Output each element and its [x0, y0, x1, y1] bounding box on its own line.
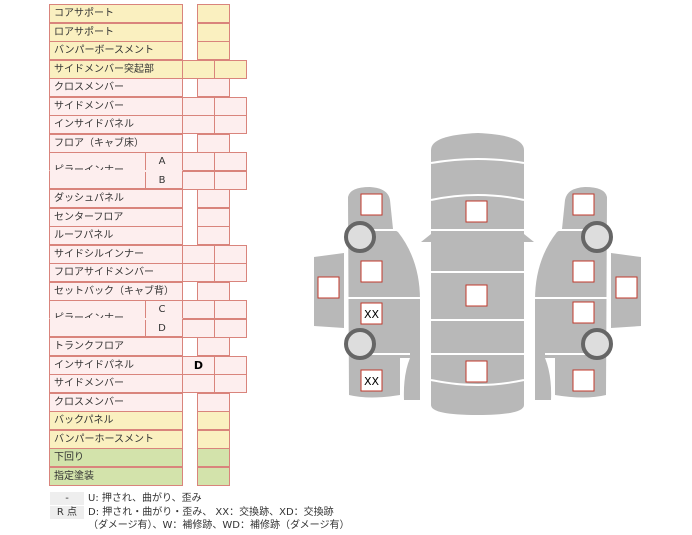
- wheel-icon: [581, 328, 613, 360]
- mark-box-left-mid[interactable]: [360, 260, 383, 283]
- legend-key: -: [50, 492, 84, 505]
- mark-box-roof-rear[interactable]: [465, 360, 488, 383]
- left-arrow: [421, 234, 431, 242]
- car-body-top: [431, 133, 524, 415]
- inspection-cell-right[interactable]: [214, 318, 247, 338]
- right-arrow: [524, 234, 534, 242]
- mark-box-roof-front[interactable]: [465, 200, 488, 223]
- inspection-cell-right[interactable]: [214, 59, 247, 79]
- mark-box-left-rear-door[interactable]: XX: [360, 302, 383, 325]
- mark-box-right-front[interactable]: [572, 193, 595, 216]
- car-right-side: [535, 187, 607, 400]
- mark-text: XX: [364, 375, 380, 388]
- legend-key: R 点: [50, 505, 84, 519]
- legend-text: D: 押され・曲がり・歪み、 XX：交換跡、XD：交換跡: [88, 506, 334, 518]
- mark-box-roof-mid[interactable]: [465, 284, 488, 307]
- wheel-icon: [581, 221, 613, 253]
- car-left-side: [348, 187, 420, 400]
- inspection-cell-right[interactable]: [214, 170, 247, 190]
- legend-line: （ダメージ有）、W：補修跡、WD：補修跡（ダメージ有）: [50, 519, 349, 532]
- mark-box-right-mirror[interactable]: [615, 276, 638, 299]
- legend-line: R 点 D: 押され・曲がり・歪み、 XX：交換跡、XD：交換跡: [50, 505, 334, 519]
- inspection-cell[interactable]: [197, 466, 230, 486]
- sub-label: B: [145, 171, 178, 189]
- sub-label: D: [145, 319, 178, 337]
- mark-text: XX: [364, 308, 380, 321]
- wheels: [344, 221, 613, 360]
- mark-box-right-rear-door[interactable]: [572, 301, 595, 324]
- wheel-icon: [344, 328, 376, 360]
- mark-box-right-rear[interactable]: [572, 369, 595, 392]
- part-label: 指定塗装: [49, 466, 183, 486]
- legend-text: （ダメージ有）、W：補修跡、WD：補修跡（ダメージ有）: [88, 520, 350, 531]
- inspection-cell-right[interactable]: [214, 115, 247, 134]
- mark-box-left-rear[interactable]: XX: [360, 369, 383, 392]
- mark-box-left-mirror[interactable]: [317, 276, 340, 299]
- inspection-cell-right[interactable]: [214, 263, 247, 282]
- inspection-cell-right[interactable]: [214, 374, 247, 393]
- legend-text: U: 押され、曲がり、歪み: [88, 493, 202, 504]
- mark-box-right-mid[interactable]: [572, 260, 595, 283]
- mark-box-left-front[interactable]: [360, 193, 383, 216]
- legend-line: - U: 押され、曲がり、歪み: [50, 492, 202, 505]
- wheel-icon: [344, 221, 376, 253]
